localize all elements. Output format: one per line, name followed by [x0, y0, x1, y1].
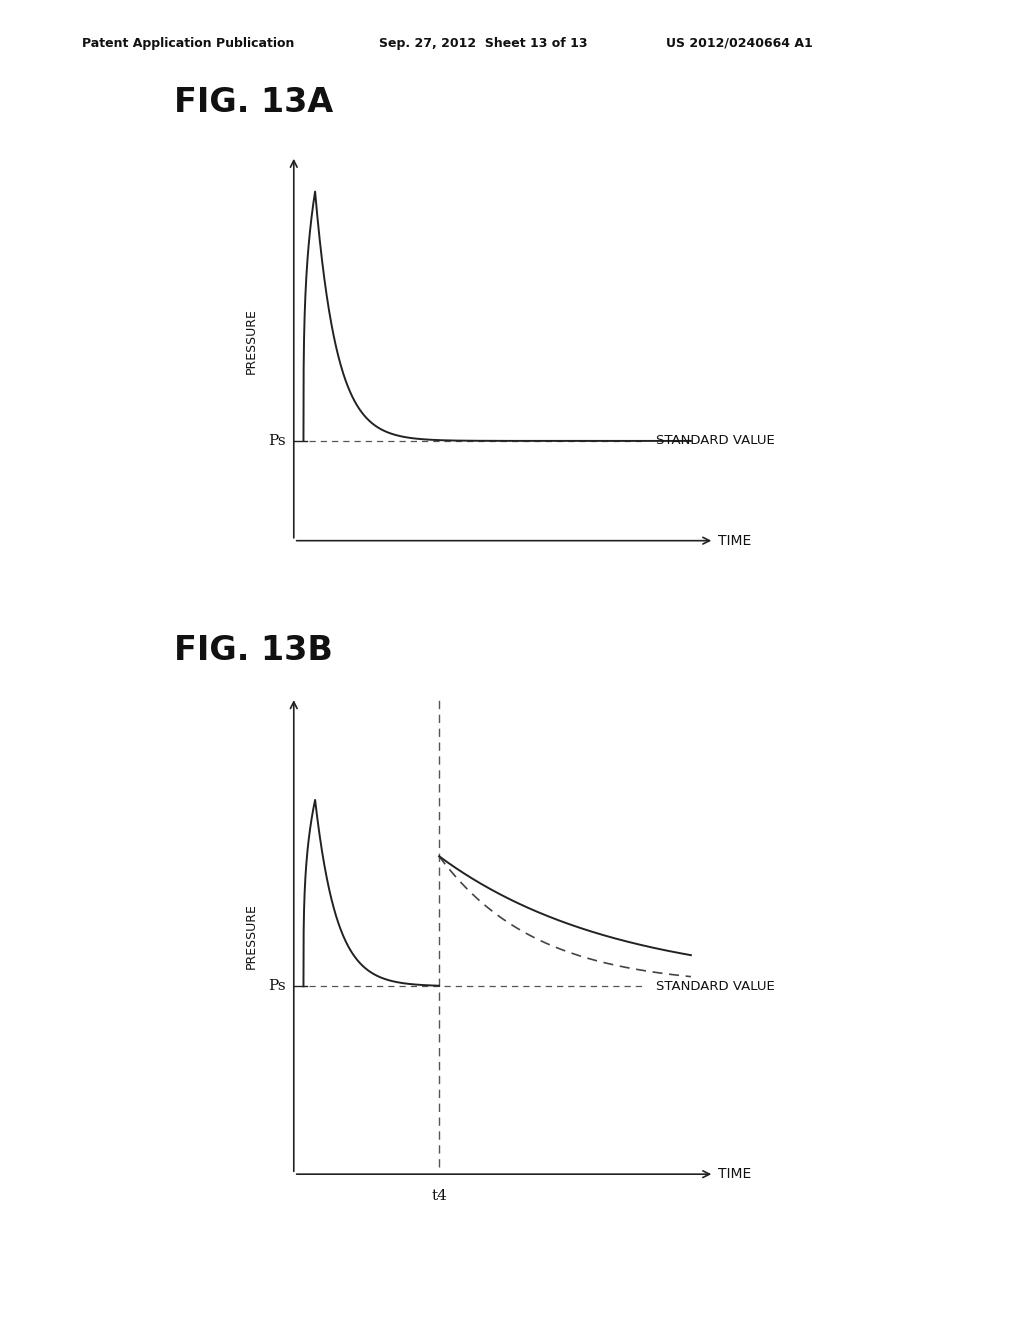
- Text: TIME: TIME: [718, 533, 752, 548]
- Text: Patent Application Publication: Patent Application Publication: [82, 37, 294, 50]
- Text: STANDARD VALUE: STANDARD VALUE: [656, 434, 775, 447]
- Text: US 2012/0240664 A1: US 2012/0240664 A1: [666, 37, 812, 50]
- Text: TIME: TIME: [718, 1167, 752, 1181]
- Text: t4: t4: [431, 1188, 447, 1203]
- Text: PRESSURE: PRESSURE: [245, 903, 258, 969]
- Text: FIG. 13B: FIG. 13B: [174, 634, 333, 667]
- Text: PRESSURE: PRESSURE: [245, 308, 258, 374]
- Text: FIG. 13A: FIG. 13A: [174, 86, 334, 119]
- Text: Ps: Ps: [268, 979, 286, 993]
- Text: Sep. 27, 2012  Sheet 13 of 13: Sep. 27, 2012 Sheet 13 of 13: [379, 37, 588, 50]
- Text: Ps: Ps: [268, 434, 286, 447]
- Text: STANDARD VALUE: STANDARD VALUE: [656, 979, 775, 993]
